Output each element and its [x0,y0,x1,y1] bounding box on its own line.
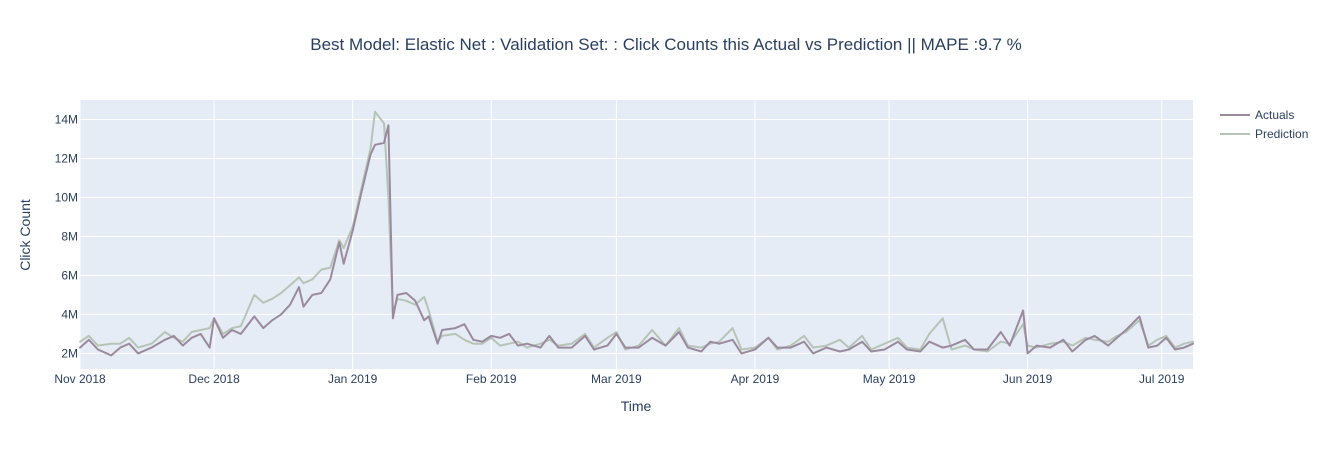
legend-label: Actuals [1255,108,1294,122]
legend[interactable]: Actuals Prediction [1220,108,1308,141]
series-layer [79,110,1194,357]
y-tick-label: 2M [61,346,78,360]
y-tick-label: 10M [55,190,78,204]
y-tick-label: 6M [61,268,78,282]
gridlines [79,100,1193,369]
y-axis-title: Click Count [17,199,33,271]
y-tick-label: 8M [61,229,78,243]
y-axis-ticks: 2M 4M 6M 8M 10M 12M 14M [55,112,78,360]
y-tick-label: 12M [55,151,78,165]
x-tick-label: Jun 2019 [1003,372,1053,386]
x-tick-label: Jan 2019 [328,372,378,386]
series-line-prediction [79,110,1194,353]
chart-title: Best Model: Elastic Net : Validation Set… [310,35,1022,54]
plot-area [80,100,1193,369]
x-tick-label: May 2019 [863,372,916,386]
x-axis-ticks: Nov 2018 Dec 2018 Jan 2019 Feb 2019 Mar 2019… [54,372,1184,386]
x-tick-label: Mar 2019 [591,372,642,386]
legend-label: Prediction [1255,127,1308,141]
legend-item-actuals[interactable]: Actuals [1220,108,1294,122]
y-tick-label: 14M [55,112,78,126]
x-tick-label: Dec 2018 [188,372,240,386]
legend-item-prediction[interactable]: Prediction [1220,127,1308,141]
x-tick-label: Nov 2018 [54,372,106,386]
x-axis-title: Time [621,398,652,414]
x-tick-label: Feb 2019 [466,372,517,386]
series-line-actuals [79,124,1194,357]
x-tick-label: Apr 2019 [731,372,780,386]
x-tick-label: Jul 2019 [1139,372,1185,386]
y-tick-label: 4M [61,307,78,321]
